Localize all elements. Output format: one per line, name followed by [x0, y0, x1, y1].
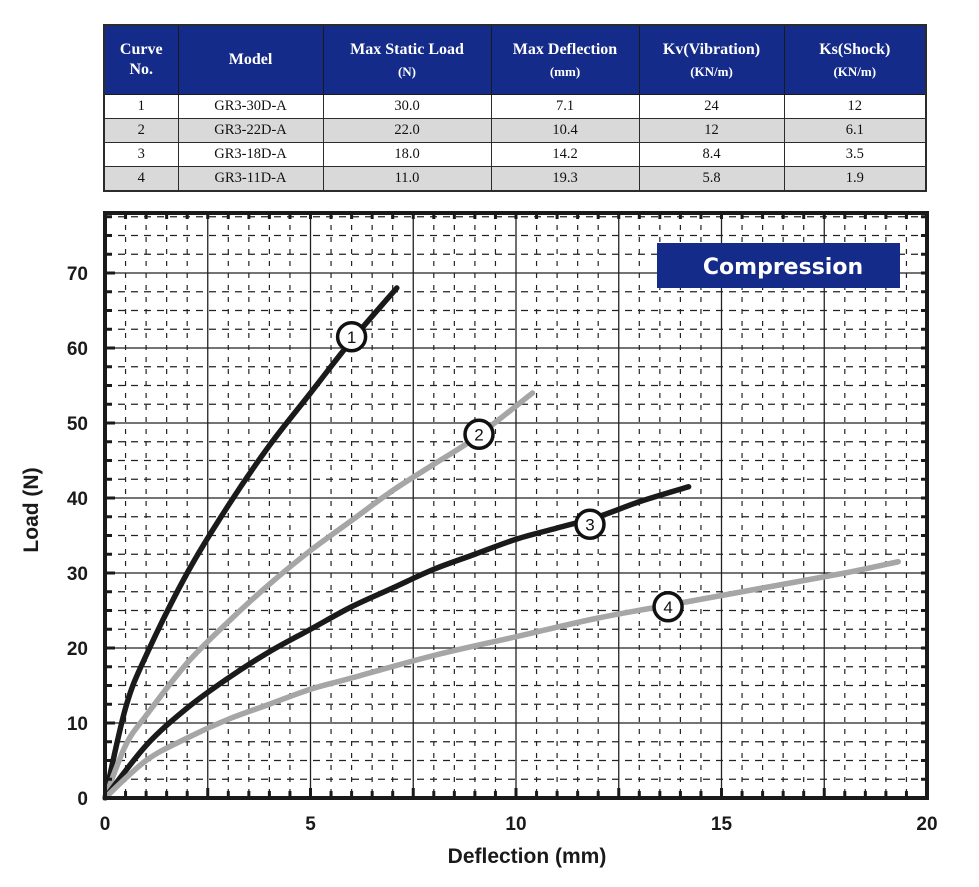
cell-max-deflection: 10.4 [490, 118, 640, 143]
cell-max-deflection: 7.1 [490, 94, 640, 119]
badge-background [657, 243, 900, 288]
cell-kv: 12 [638, 118, 785, 143]
curve-marker-2 [463, 418, 495, 450]
header-unit: (KN/m) [690, 63, 733, 79]
cell-ks: 1.9 [783, 166, 927, 192]
curve-marker-label: 2 [474, 425, 483, 444]
curve-marker-4 [652, 591, 684, 623]
curve-marker-3 [574, 508, 606, 540]
x-axis-title: Deflection (mm) [448, 845, 607, 868]
cell-max-deflection: 14.2 [490, 142, 640, 167]
cell-kv: 24 [638, 94, 785, 119]
cell-max-static-load: 30.0 [322, 94, 492, 119]
chart-title: Compression [703, 255, 863, 280]
curve-marker-label: 4 [663, 598, 672, 617]
cell-curve-no: 4 [103, 166, 179, 192]
header-text: Max Deflection [512, 40, 618, 58]
y-tick-label: 40 [67, 489, 88, 510]
table-row: 4 GR3-11D-A 11.0 19.3 5.8 1.9 [103, 166, 927, 192]
table-row: 1 GR3-30D-A 30.0 7.1 24 12 [103, 94, 927, 119]
grid [104, 213, 928, 799]
cell-ks: 6.1 [783, 118, 927, 143]
cell-kv: 5.8 [638, 166, 785, 192]
cell-max-static-load: 22.0 [322, 118, 492, 143]
x-tick-label: 15 [711, 814, 733, 835]
cell-max-static-load: 18.0 [322, 142, 492, 167]
series-curve-1 [102, 285, 400, 801]
x-tick-label: 10 [505, 814, 526, 835]
series-layer: 1 2 3 4 [102, 285, 901, 801]
cell-ks: 3.5 [783, 142, 927, 167]
x-tick-label: 20 [916, 814, 937, 835]
cell-ks: 12 [783, 94, 927, 119]
cell-max-static-load: 11.0 [322, 166, 492, 192]
cell-model: GR3-30D-A [177, 94, 324, 119]
y-tick-label: 30 [67, 564, 88, 585]
header-unit: (N) [397, 63, 417, 79]
header-max-deflection: Max Deflection (mm) [490, 24, 640, 95]
table-row: 3 GR3-18D-A 18.0 14.2 8.4 3.5 [103, 142, 927, 167]
cell-model: GR3-18D-A [177, 142, 324, 167]
header-kv-vibration: Kv(Vibration) (KN/m) [638, 24, 785, 95]
y-tick-label: 10 [67, 714, 88, 735]
curve-marker-1 [335, 321, 368, 353]
spec-table: Curve No. Model Max Static Load (N) Max De… [103, 24, 927, 192]
header-text: Kv(Vibration) [662, 40, 761, 58]
table-row: 2 GR3-22D-A 22.0 10.4 12 6.1 [103, 118, 927, 143]
curve-marker-label: 3 [585, 515, 594, 534]
cell-model: GR3-11D-A [177, 166, 324, 192]
y-tick-label: 20 [67, 639, 88, 660]
y-tick-label: 70 [67, 264, 88, 285]
header-text: Model [228, 51, 273, 68]
y-tick-label: 60 [67, 339, 88, 360]
cell-curve-no: 3 [103, 142, 179, 167]
header-text: Curve [119, 41, 163, 58]
header-text: Ks(Shock) [819, 40, 891, 58]
x-tick-label: 5 [305, 814, 316, 835]
cell-model: GR3-22D-A [177, 118, 324, 143]
y-tick-label: 0 [77, 789, 88, 810]
series-curve-2 [102, 390, 536, 801]
header-max-static-load: Max Static Load (N) [322, 24, 492, 95]
header-ks-shock: Ks(Shock) (KN/m) [783, 24, 927, 95]
curve-marker-label: 1 [347, 328, 356, 347]
axis-ticks: 0 5 10 15 20 0 10 20 30 40 50 60 70 [67, 213, 938, 835]
y-tick-label: 50 [67, 414, 88, 435]
header-text: Max Static Load [350, 40, 464, 58]
header-text: No. [129, 61, 154, 78]
table-header-row: Curve No. Model Max Static Load (N) Max De… [103, 24, 927, 95]
series-curve-4 [102, 559, 901, 801]
x-tick-label: 0 [100, 814, 111, 835]
header-unit: (mm) [549, 63, 581, 79]
compression-badge: Compression [657, 243, 900, 288]
cell-curve-no: 2 [103, 118, 179, 143]
header-unit: (KN/m) [833, 63, 877, 79]
y-axis-title: Load (N) [20, 467, 43, 552]
header-model: Model [177, 24, 324, 95]
